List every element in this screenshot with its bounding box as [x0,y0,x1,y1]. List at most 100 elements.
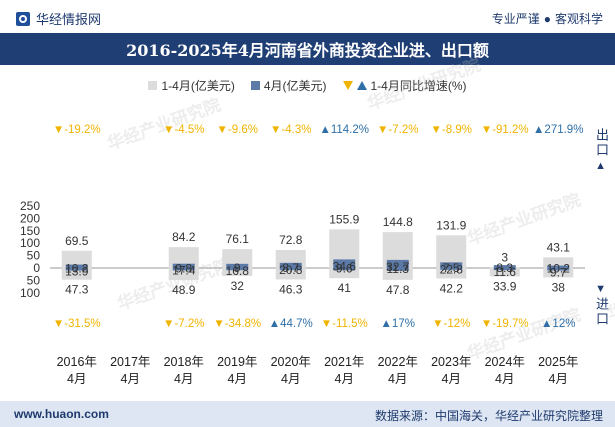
bar-export-month [547,265,570,268]
bar-import-cumulative [275,268,306,280]
bar-export-month [65,264,88,268]
data-label-import-cumulative: 42.2 [440,281,464,295]
export-arrow-icon: ▲ [595,160,608,172]
bar-export-cumulative [543,257,574,268]
x-tick-label-year: 2022年 [378,355,418,369]
slogan: 专业严谨 ● 客观科学 [492,10,603,27]
data-label-import-month: 9 [234,261,241,275]
bar-import-month [493,268,516,271]
y-tick-label: 50 [27,273,41,287]
data-label-import-cumulative: 41 [338,281,352,295]
import-side-label: ▼ 进口 [592,283,611,327]
slogan-right: 客观科学 [554,12,603,26]
brand: 华经情报网 [16,9,101,28]
chart-title: 2016-2025年4月河南省外商投资企业进、出口额 [0,33,615,65]
bar-export-month [493,265,516,268]
y-tick-label: 100 [20,236,40,250]
data-label-export-month: 13.9 [65,265,89,279]
bar-import-month [547,268,570,271]
yoy-import-label: ▼-34.8% [213,318,261,330]
yoy-import-label: ▲12% [541,318,575,330]
footer: www.huaon.com 数据来源：中国海关，华经产业研究院整理 [0,401,615,427]
yoy-import-label: ▼-31.5% [53,318,101,330]
legend-item-cumulative: 1-4月(亿美元) [148,77,235,94]
data-label-export-cumulative: 3 [501,250,508,264]
data-label-import-cumulative: 47.8 [386,283,410,297]
yoy-export-label: ▼-7.2% [377,124,418,136]
top-bar: 华经情报网 专业严谨 ● 客观科学 [0,0,615,33]
x-tick-label-year: 2021年 [324,355,364,369]
data-label-import-cumulative: 48.9 [172,283,196,297]
x-tick-label-year: 2024年 [485,355,525,369]
y-tick-label: 250 [20,199,40,213]
bar-import-month [172,268,195,271]
data-label-export-month: 17.4 [172,264,196,278]
footer-source: 数据来源：中国海关，华经产业研究院整理 [374,409,603,423]
bar-import-month [386,268,409,271]
y-tick-label: 100 [20,286,40,300]
data-label-export-month: 16.8 [226,264,250,278]
data-label-import-month: 9.6 [336,261,353,275]
slogan-dot-icon: ● [543,12,551,26]
yoy-import-label: ▼-11.5% [321,318,368,330]
legend: 1-4月(亿美元) 4月(亿美元) 1-4月同比增速(%) [0,77,615,93]
bar-import-cumulative [543,268,574,278]
watermark-text: 华经产业研究院 [365,54,484,114]
x-tick-label-month: 4月 [495,372,514,386]
data-label-import-month: 7.5 [443,261,460,275]
bar-import-cumulative [61,268,92,280]
import-label: 进口 [594,297,609,327]
data-label-export-cumulative: 76.1 [226,232,250,246]
bar-export-month [386,259,409,268]
data-label-import-cumulative: 33.9 [493,279,517,293]
legend-swatch-cumulative [148,80,158,90]
bar-import-month [440,268,463,270]
bar-import-cumulative [489,268,520,277]
bar-import-cumulative [329,268,360,279]
data-label-export-cumulative: 155.9 [329,212,359,226]
bar-import-cumulative [168,268,199,281]
bar-export-month [172,263,195,268]
bar-export-month [333,259,356,268]
yoy-export-label: ▼-19.2% [53,124,101,136]
data-label-export-month: 32.7 [386,260,410,274]
bar-export-month [440,262,463,268]
data-label-export-cumulative: 144.8 [383,215,413,229]
export-side-label: 出口 ▲ [592,128,611,172]
x-tick-label-month: 4月 [174,372,193,386]
footer-url: www.huaon.com [14,407,109,421]
bar-import-cumulative [222,268,253,276]
data-label-export-month: 34.6 [333,259,357,273]
bar-import-month [333,268,356,271]
x-tick-label-month: 4月 [121,372,140,386]
yoy-import-label: ▼-12% [432,318,470,330]
yoy-import-label: ▲44.7% [269,318,313,330]
data-label-import-month: 10.2 [65,262,89,276]
x-tick-label-year: 2020年 [271,355,311,369]
y-tick-label: 50 [27,249,41,263]
data-label-export-month: 11.6 [494,265,517,279]
legend-up-triangle-icon [356,80,367,90]
yoy-export-label: ▼-4.5% [163,124,204,136]
bar-import-cumulative [382,268,413,280]
yoy-export-label: ▼-9.6% [217,124,258,136]
data-label-import-cumulative: 38 [552,280,566,294]
yoy-export-label: ▼-91.2% [481,124,529,136]
brand-logo-icon [16,11,30,26]
x-tick-label-year: 2016年 [57,355,97,369]
yoy-export-label: ▼-8.9% [431,124,472,136]
slogan-left: 专业严谨 [491,12,540,26]
x-tick-label-year: 2018年 [164,355,204,369]
data-label-export-month: 9.7 [550,266,567,280]
x-tick-label-year: 2025年 [538,355,578,369]
data-label-import-cumulative: 46.3 [279,282,303,296]
legend-item-month: 4月(亿美元) [250,77,327,94]
x-tick-label-month: 4月 [442,372,461,386]
data-label-export-cumulative: 131.9 [436,218,466,232]
x-tick-label-year: 2017年 [110,355,150,369]
data-label-import-cumulative: 47.3 [65,283,89,297]
legend-label-month: 4月(亿美元) [263,78,327,93]
data-label-import-month: 11.3 [387,262,410,276]
brand-name: 华经情报网 [36,12,102,27]
